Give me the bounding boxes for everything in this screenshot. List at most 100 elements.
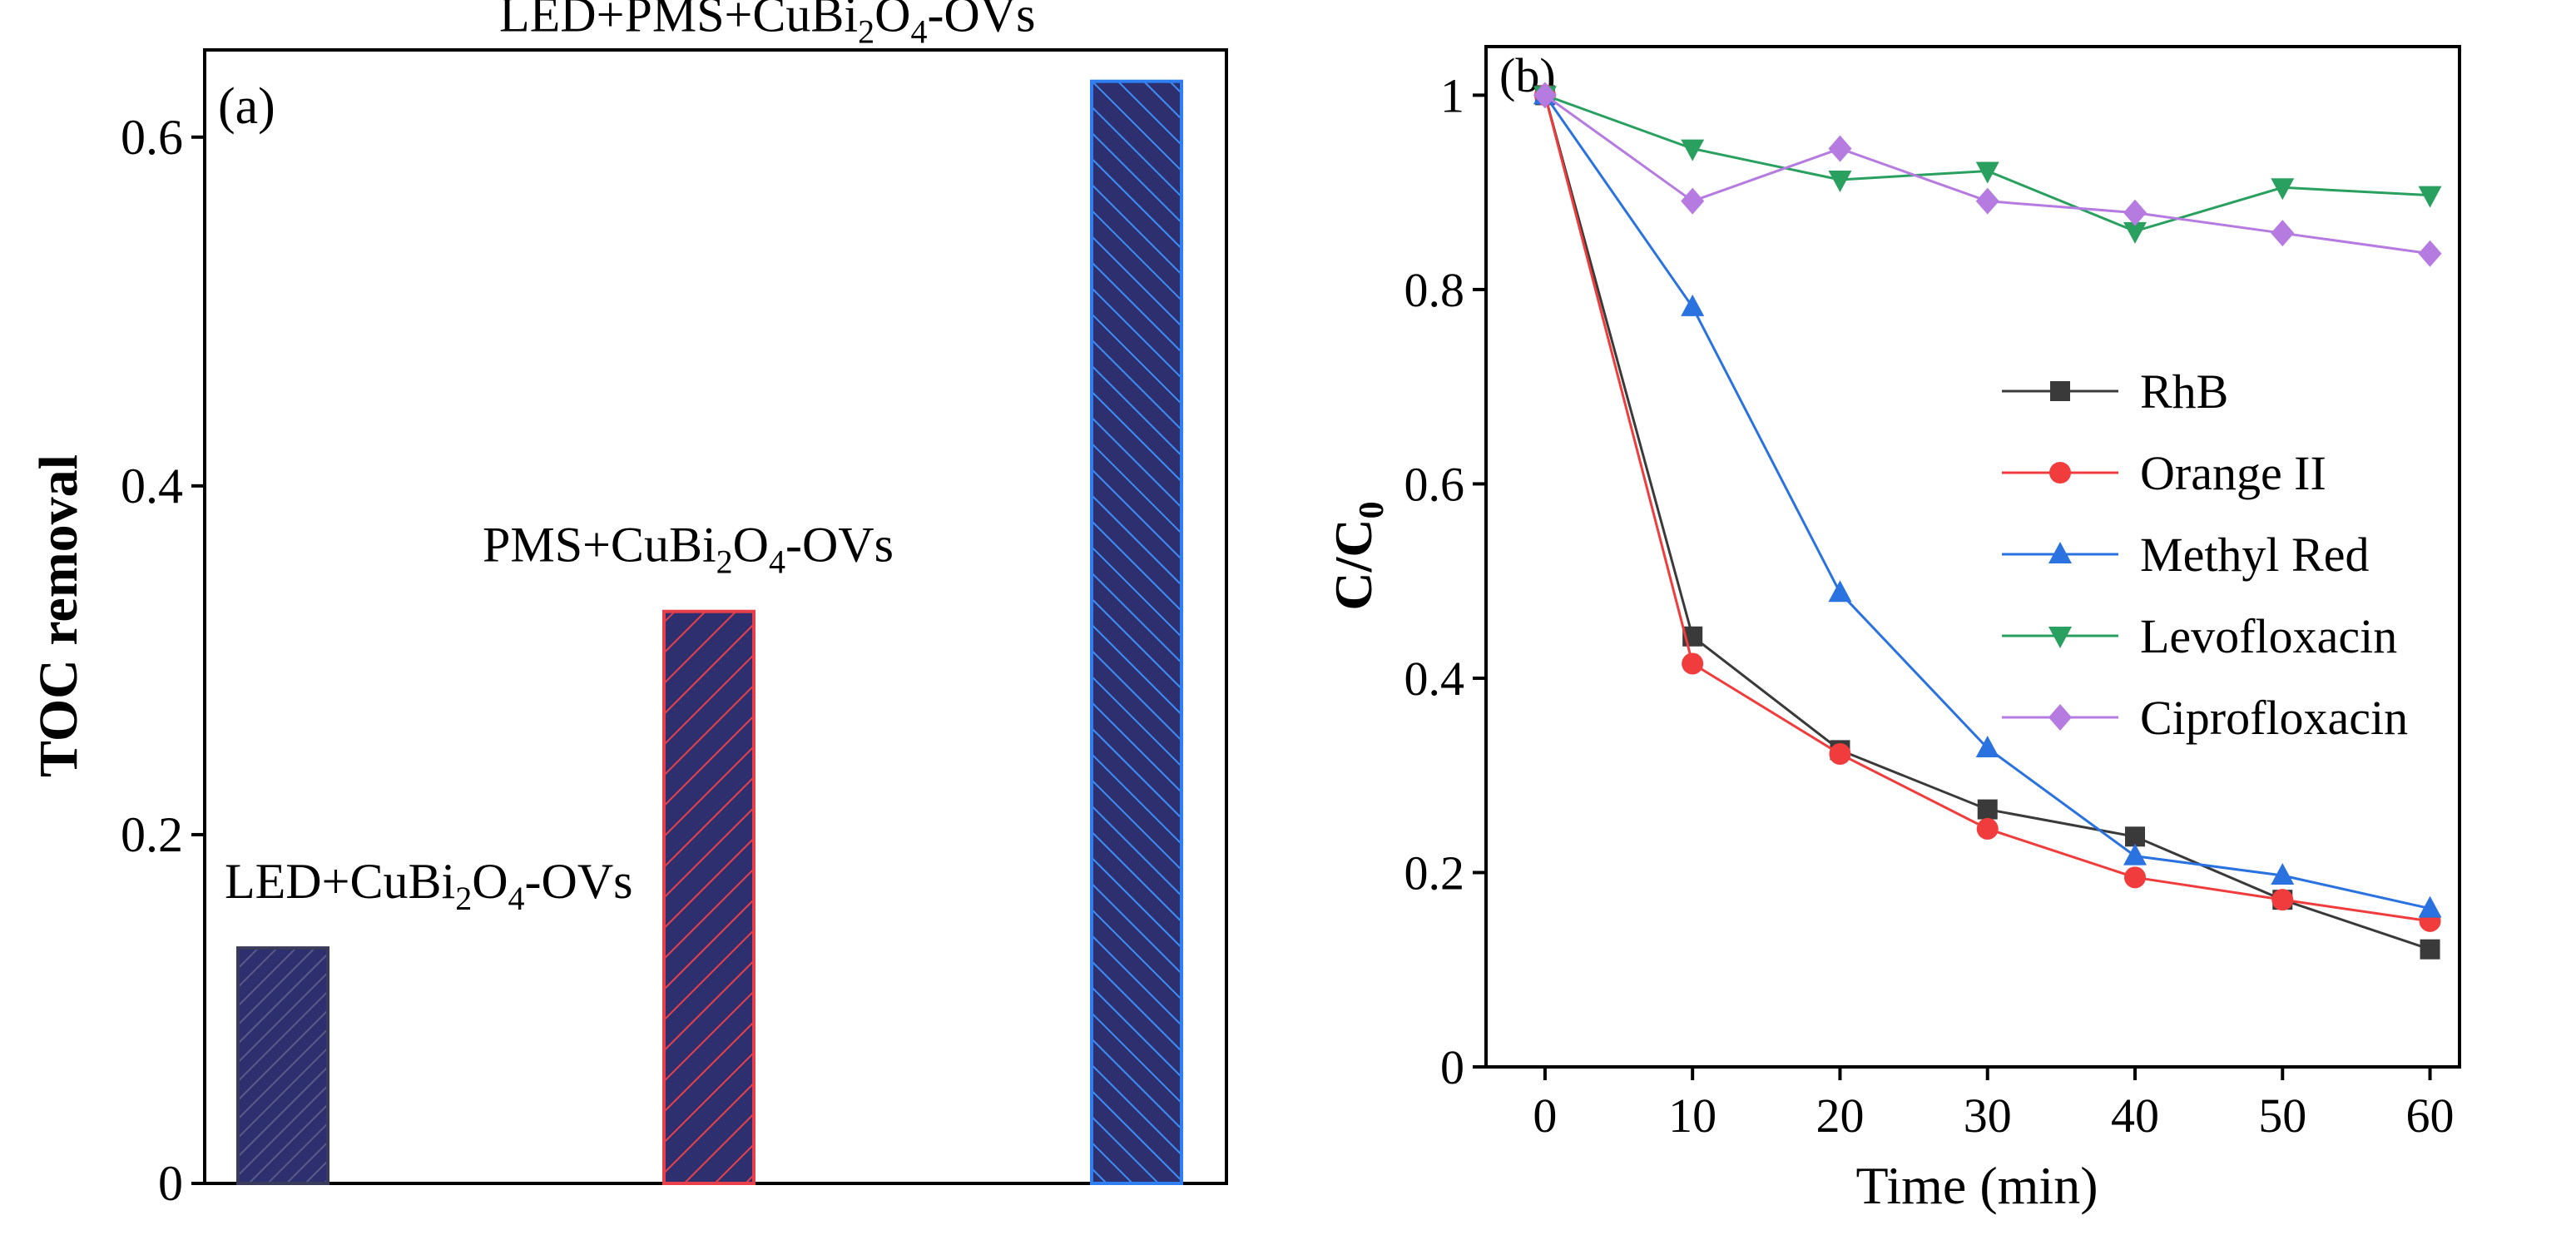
panel-a-bar xyxy=(1090,79,1183,1186)
series-line xyxy=(1543,95,2430,923)
panel-a-bar-label-part: PMS+CuBi xyxy=(483,518,716,573)
panel-b-x-axis-label: Time (min) xyxy=(1856,1156,2098,1215)
panel-b-y-axis-label-base: C/C xyxy=(1324,518,1383,610)
series-point xyxy=(1975,187,1999,215)
series-point xyxy=(2123,843,2147,866)
panel-b-series xyxy=(1533,82,2442,960)
panel-a-y-axis-label: TOC removal xyxy=(28,454,89,777)
panel-a-bar-label-part: -OVs xyxy=(927,0,1035,42)
series-point xyxy=(2418,895,2442,918)
series-point xyxy=(1828,170,1852,192)
series-methyl-red xyxy=(1533,82,2442,918)
series-point xyxy=(2123,199,2147,226)
panel-b-plot-frame xyxy=(1484,45,2461,1069)
legend-label: Ciprofloxacin xyxy=(2140,691,2408,745)
panel-b-x-tick-label: 0 xyxy=(1533,1089,1557,1143)
panel-a-bar-label-subscript: 4 xyxy=(769,543,785,581)
panel-b-y-axis-label-sub: 0 xyxy=(1353,501,1391,518)
series-point xyxy=(1977,799,1998,820)
panel-b-y-tick-label: 1 xyxy=(1440,68,1464,122)
panel-a-y-tick-label: 0.6 xyxy=(121,110,183,165)
series-point xyxy=(1828,135,1852,162)
series-levofloxacin xyxy=(1533,86,2442,244)
panel-a-bar-label: LED+CuBi2O4-OVs xyxy=(225,854,633,917)
panel-b-x-tick-label: 30 xyxy=(1964,1089,2012,1143)
panel-b-x-tick-label: 60 xyxy=(2406,1089,2455,1143)
panel-a-bar-label-subscript: 4 xyxy=(910,13,927,51)
panel-a-bar-label: PMS+CuBi2O4-OVs xyxy=(483,518,894,581)
panel-a-bar-label-part: O xyxy=(733,518,769,573)
legend-label: RhB xyxy=(2140,365,2228,419)
panel-a-bar xyxy=(236,946,329,1185)
panel-a-y-ticks: 0 0.2 0.4 0.6 xyxy=(121,110,205,1211)
series-point xyxy=(2271,178,2295,201)
panel-a-bar-labels: LED+CuBi2O4-OVsPMS+CuBi2O4-OVsLED+PMS+Cu… xyxy=(225,0,1035,917)
panel-b-y-axis-label: C/C0 xyxy=(1324,501,1391,610)
panel-b-y-tick-label: 0.8 xyxy=(1404,263,1465,317)
series-point xyxy=(1681,139,1705,161)
series-point xyxy=(2271,220,2295,247)
legend-item: Ciprofloxacin xyxy=(2002,691,2408,745)
panel-a-bar-label-part: LED+CuBi xyxy=(225,854,455,909)
legend-marker xyxy=(2048,542,2072,563)
panel-a-bars xyxy=(236,79,1183,1186)
series-point xyxy=(2418,240,2442,267)
series-point xyxy=(2271,862,2295,885)
legend-marker xyxy=(2049,462,2071,484)
series-point xyxy=(2123,221,2147,244)
panel-a-y-tick-label: 0 xyxy=(158,1156,183,1211)
series-point xyxy=(1975,736,1999,758)
series-point xyxy=(1681,187,1705,215)
panel-b-x-tick-label: 40 xyxy=(2111,1089,2159,1143)
panel-a-bar xyxy=(662,609,755,1185)
series-point xyxy=(1976,817,1999,840)
series-point xyxy=(2418,186,2442,208)
panel-a-bar-label-part: -OVs xyxy=(785,518,894,573)
legend-label: Levofloxacin xyxy=(2140,609,2397,663)
panel-a-bar-label: LED+PMS+CuBi2O4-OVs xyxy=(499,0,1035,51)
legend-item: Orange II xyxy=(2002,446,2326,500)
panel-a-bar-label-subscript: 4 xyxy=(508,880,525,917)
series-line xyxy=(1543,94,2430,910)
series-point xyxy=(2125,826,2145,847)
legend-item: RhB xyxy=(2002,365,2228,419)
panel-a-label: (a) xyxy=(218,78,275,135)
panel-b-x-tick-label: 20 xyxy=(1816,1089,1864,1143)
panel-b-x-tick-label: 50 xyxy=(2258,1089,2306,1143)
panel-b-y-tick-label: 0.6 xyxy=(1404,457,1465,511)
legend-item: Levofloxacin xyxy=(2002,609,2397,663)
panel-a-bar-label-subscript: 2 xyxy=(858,13,874,51)
panel-b-x-tick-label: 10 xyxy=(1668,1089,1717,1143)
series-point xyxy=(1681,294,1705,316)
panel-a-y-tick-label: 0.2 xyxy=(121,807,183,862)
legend-marker xyxy=(2048,704,2072,731)
series-ciprofloxacin xyxy=(1533,82,2442,267)
series-point xyxy=(2420,939,2440,960)
panel-a-bar-label-part: -OVs xyxy=(525,854,633,909)
panel-a-bar-label-subscript: 2 xyxy=(455,880,472,917)
panel-b-legend: RhB Orange II Methyl Red Levofloxacin Ciprof… xyxy=(2002,365,2408,745)
legend-marker xyxy=(2048,627,2072,648)
series-point xyxy=(2124,866,2146,889)
legend-item: Methyl Red xyxy=(2002,528,2369,582)
legend-marker xyxy=(2050,381,2070,401)
series-point xyxy=(2271,889,2294,911)
series-point xyxy=(1829,743,1851,766)
panel-b-y-tick-label: 0.2 xyxy=(1404,846,1465,900)
panel-a-bar-label-part: LED+PMS+CuBi xyxy=(499,0,858,42)
panel-a-bar-label-subscript: 2 xyxy=(716,543,733,581)
series-point xyxy=(1828,580,1852,603)
panel-a-bar-label-part: O xyxy=(472,854,508,909)
series-point xyxy=(1975,161,1999,184)
panel-b-x-ticks: 0 10 20 30 40 50 60 xyxy=(1533,1067,2455,1143)
panel-b-y-ticks: 0 0.2 0.4 0.6 0.8 1 xyxy=(1404,68,1486,1094)
series-point xyxy=(1533,82,1557,109)
panel-b-y-tick-label: 0.4 xyxy=(1404,652,1465,706)
legend-label: Methyl Red xyxy=(2140,528,2369,582)
panel-b-line-chart: (b) C/C0 Time (min) 00.20.40.60.81 0 10 20… xyxy=(1324,45,2461,1215)
panel-a-y-tick-label: 0.4 xyxy=(121,459,183,513)
legend-label: Orange II xyxy=(2140,446,2326,500)
panel-a-bar-label-part: O xyxy=(874,0,910,42)
series-point xyxy=(1682,652,1704,675)
